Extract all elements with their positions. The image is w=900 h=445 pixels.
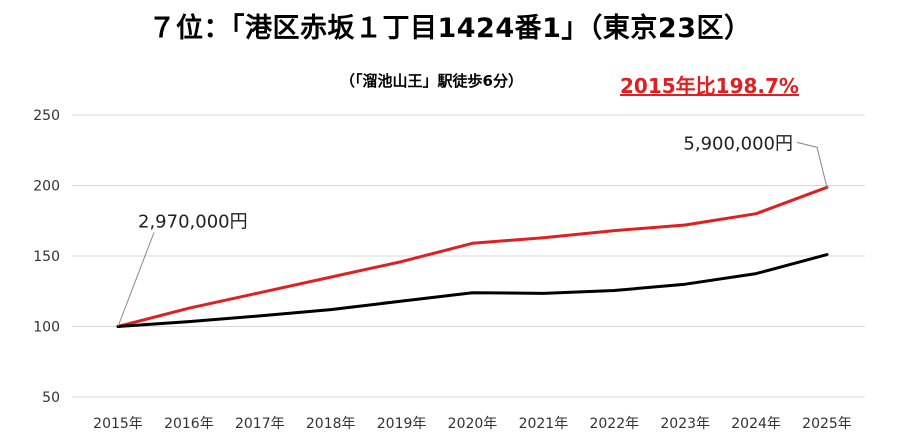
x-tick-label: 2016年 bbox=[164, 416, 214, 432]
x-tick-label: 2022年 bbox=[589, 416, 639, 432]
x-tick-label: 2021年 bbox=[519, 416, 569, 432]
x-tick-label: 2020年 bbox=[448, 416, 498, 432]
x-tick-label: 2025年 bbox=[802, 416, 852, 432]
y-tick-label: 50 bbox=[42, 390, 60, 406]
annotation-label: 5,900,000円 bbox=[683, 133, 793, 154]
highlight-note: 2015年比198.7% bbox=[620, 74, 799, 98]
series-line bbox=[116, 253, 829, 328]
x-tick-label: 2018年 bbox=[306, 416, 356, 432]
x-tick-label: 2015年 bbox=[93, 416, 143, 432]
y-tick-label: 100 bbox=[33, 320, 60, 336]
x-tick-label: 2023年 bbox=[660, 416, 710, 432]
grid-layer bbox=[72, 114, 865, 398]
annotation-layer: 2,970,000円 5,900,000円 bbox=[117, 133, 828, 327]
y-tick-label: 150 bbox=[33, 249, 60, 265]
annotation-leader bbox=[796, 141, 828, 188]
annotation-label: 2,970,000円 bbox=[138, 212, 248, 233]
x-tick-label: 2017年 bbox=[235, 416, 285, 432]
series-line bbox=[116, 185, 829, 328]
y-tick-label: 250 bbox=[33, 108, 60, 124]
chart-subtitle: （「溜池山王」駅徒歩6分） bbox=[340, 72, 523, 90]
axis-layer: 50 100 150 200 250 2015年 2016年 2017年 2018年 2019年 2… bbox=[33, 108, 852, 432]
annotation-leader bbox=[117, 232, 155, 327]
series-layer bbox=[116, 185, 829, 328]
chart-title: ７位：「港区赤坂１丁目1424番1」（東京23区） bbox=[148, 13, 752, 44]
y-tick-label: 200 bbox=[33, 179, 60, 195]
x-tick-label: 2019年 bbox=[377, 416, 427, 432]
x-tick-label: 2024年 bbox=[731, 416, 781, 432]
